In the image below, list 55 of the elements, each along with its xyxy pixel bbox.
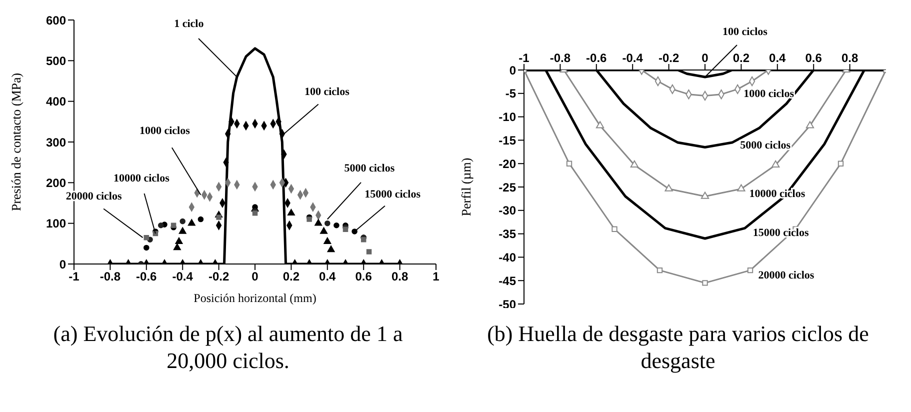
y-axis-title: Perfil (µm): [458, 158, 474, 216]
y-tick-label: -30: [498, 204, 516, 218]
y-tick-label: 100: [46, 216, 66, 231]
x-tick-label: -0.6: [586, 51, 608, 65]
annotation: 15000 ciclos: [364, 188, 422, 200]
x-tick-label: 0.8: [841, 51, 858, 65]
x-tick-label: 1: [432, 270, 440, 284]
x-tick-label: 0.4: [319, 270, 336, 284]
y-tick-label: 0: [509, 63, 516, 78]
x-tick-label: -0.4: [622, 51, 644, 65]
y-axis-title: Presión de contacto (MPa): [8, 72, 24, 212]
y-tick-label: -40: [498, 250, 516, 264]
y-tick-label: -15: [498, 133, 516, 148]
x-tick-label: 0.6: [805, 51, 822, 65]
x-tick-label: -0.2: [658, 51, 680, 65]
x-tick-label: 0.8: [391, 270, 408, 284]
y-tick-label: -20: [498, 156, 516, 171]
y-tick-label: 500: [46, 54, 66, 68]
y-tick-label: -25: [498, 180, 516, 194]
y-tick-label: -50: [498, 297, 516, 312]
y-tick-label: 300: [46, 135, 66, 150]
x-tick-label: -0.4: [172, 270, 194, 284]
y-tick-label: 200: [46, 176, 66, 190]
y-tick-label: 0: [59, 257, 66, 272]
y-tick-label: -35: [498, 227, 516, 242]
annotation: 5000 ciclos: [740, 140, 792, 152]
x-tick-label: 0.2: [282, 270, 300, 284]
y-tick-label: 600: [46, 13, 66, 28]
x-tick-label: -1: [68, 270, 80, 284]
x-axis-title: Posición horizontal (mm): [194, 291, 316, 305]
annotation: 20000 ciclos: [758, 269, 815, 282]
annotation: 100 ciclos: [304, 86, 350, 98]
x-tick-label: -0.2: [208, 270, 230, 284]
y-tick-label: -10: [498, 110, 516, 124]
annotation: 1 ciclo: [174, 18, 204, 30]
annotation: 100 ciclos: [722, 26, 768, 38]
x-tick-label: 0.2: [732, 51, 750, 65]
annotation: 5000 ciclos: [344, 162, 396, 174]
y-tick-label: 400: [46, 94, 66, 109]
x-tick-label: 0: [702, 51, 709, 65]
text: (a) Evolución de p(x) al aumento de 1 a 20,000 ciclos.: [52, 320, 404, 374]
annotation: 10000 ciclos: [113, 172, 170, 184]
text: (b) Huella de desgaste para varios ciclos de desgaste: [486, 320, 870, 374]
x-tick-label: -0.6: [136, 270, 158, 284]
x-tick-label: -1: [518, 51, 530, 65]
x-tick-label: -0.8: [100, 270, 121, 284]
x-tick-label: 0.4: [769, 51, 786, 65]
x-tick-label: -0.8: [550, 51, 571, 65]
annotation: 15000 ciclos: [752, 227, 810, 240]
annotation: 1000 ciclos: [139, 124, 191, 137]
y-tick-label: -5: [505, 86, 516, 101]
x-tick-label: 0: [252, 270, 259, 284]
x-tick-label: 0.6: [355, 270, 372, 284]
annotation: 1000 ciclos: [744, 88, 795, 100]
y-tick-label: -45: [498, 274, 516, 288]
